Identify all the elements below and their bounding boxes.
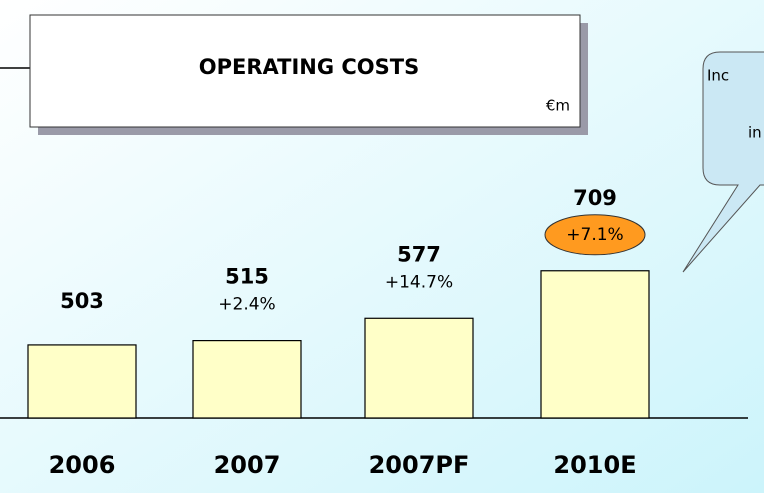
value-label: 709 (573, 186, 617, 210)
bar (192, 340, 302, 419)
title-box (29, 14, 581, 128)
bar (540, 270, 650, 419)
value-label: 515 (225, 265, 269, 289)
callout-text: in (748, 124, 762, 142)
bar (364, 317, 474, 419)
value-label: 503 (60, 289, 104, 313)
chart-title: OPERATING COSTS (199, 55, 419, 79)
highlight-badge (544, 214, 646, 256)
callout-text: Inc (707, 67, 729, 85)
growth-label: +14.7% (385, 272, 453, 292)
x-tick-label: 2007PF (369, 451, 470, 479)
x-tick-label: 2010E (553, 451, 636, 479)
unit-label: €m (546, 97, 570, 115)
growth-label: +7.1% (566, 225, 623, 245)
growth-label: +2.4% (218, 295, 275, 315)
value-label: 577 (397, 242, 441, 266)
callout-bubble (682, 51, 764, 273)
bar (27, 344, 137, 419)
x-tick-label: 2007 (214, 451, 281, 479)
x-tick-label: 2006 (49, 451, 116, 479)
